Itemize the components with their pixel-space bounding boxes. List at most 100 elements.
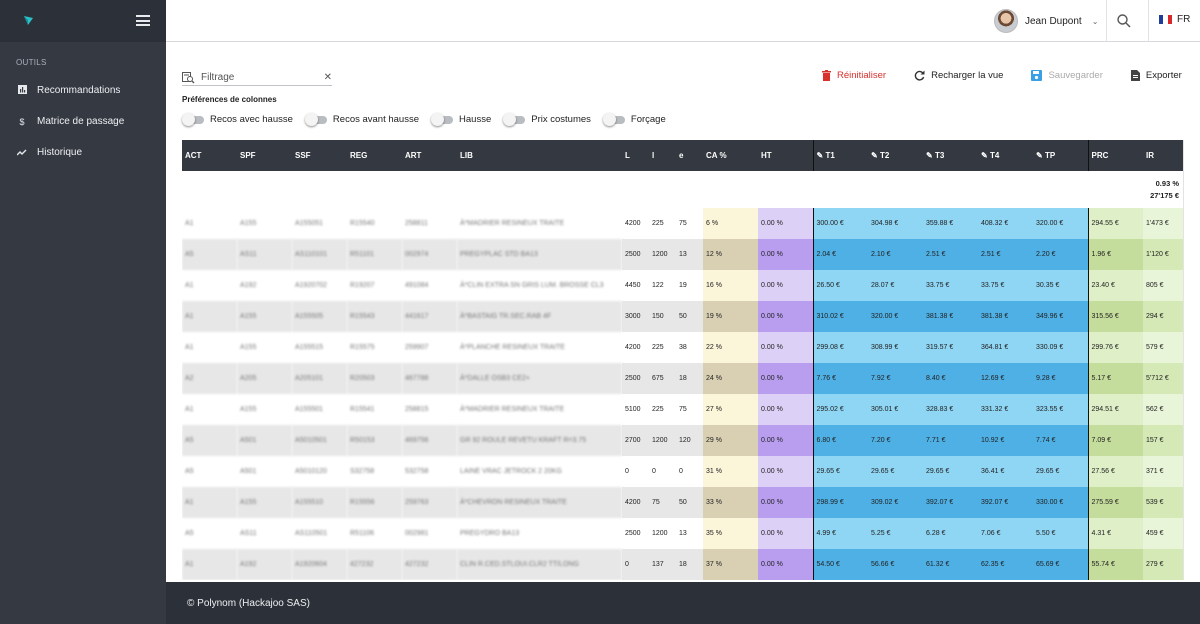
table-cell[interactable]: 4.99 € [812, 518, 868, 549]
table-cell[interactable]: 6.28 € [923, 518, 978, 549]
table-cell[interactable]: 330.00 € [1033, 487, 1088, 518]
table-cell[interactable]: 33.75 € [923, 270, 978, 301]
table-cell[interactable]: 320.00 € [1033, 208, 1088, 239]
table-row[interactable]: A1 A155 A155515 R15575 259907 À*PLANCHE RESIN… [182, 332, 1183, 363]
table-cell[interactable]: 319.57 € [923, 332, 978, 363]
toggle-switch[interactable] [503, 113, 527, 126]
column-header-t4[interactable]: ✎ T4 [978, 140, 1033, 171]
menu-toggle-icon[interactable] [136, 15, 150, 26]
column-header-e[interactable]: e [676, 140, 703, 171]
table-cell[interactable]: 29.65 € [1033, 456, 1088, 487]
column-header-prc[interactable]: PRC [1087, 140, 1143, 171]
logo-icon[interactable] [22, 14, 34, 26]
table-row[interactable]: A1 A192 A1920604 427232 427232 CLIN R.CED.STL… [182, 549, 1183, 580]
table-cell[interactable]: 7.74 € [1033, 425, 1088, 456]
table-cell[interactable]: 7.71 € [923, 425, 978, 456]
table-cell[interactable]: 331.32 € [978, 394, 1033, 425]
column-header-t2[interactable]: ✎ T2 [868, 140, 923, 171]
table-row[interactable]: A1 A155 A155051 R15540 258811 À*MADRIER RESIN… [182, 208, 1183, 239]
table-cell[interactable]: 10.92 € [978, 425, 1033, 456]
table-cell[interactable]: 359.88 € [923, 208, 978, 239]
column-header-ssf[interactable]: SSF [292, 140, 347, 171]
table-cell[interactable]: 5.50 € [1033, 518, 1088, 549]
column-header-ir[interactable]: IR [1143, 140, 1183, 171]
table-cell[interactable]: 12.69 € [978, 363, 1033, 394]
table-cell[interactable]: 305.01 € [868, 394, 923, 425]
table-cell[interactable]: 310.02 € [812, 301, 868, 332]
table-cell[interactable]: 323.55 € [1033, 394, 1088, 425]
save-button[interactable]: Sauvegarder [1031, 70, 1103, 81]
table-cell[interactable]: 309.02 € [868, 487, 923, 518]
table-row[interactable]: A1 A155 A155501 R15541 258815 À*MADRIER RESIN… [182, 394, 1183, 425]
toggle-switch[interactable] [431, 113, 455, 126]
toggle-prix-costumes[interactable]: Prix costumes [503, 113, 591, 126]
table-row[interactable]: A1 A155 A155505 R15543 441617 À*BASTAIG TR.SE… [182, 301, 1183, 332]
column-header-ca[interactable]: CA % [703, 140, 758, 171]
table-cell[interactable]: 29.65 € [923, 456, 978, 487]
table-cell[interactable]: 65.69 € [1033, 549, 1088, 580]
table-row[interactable]: A1 A155 A155510 R15556 259763 À*CHEVRON RESIN… [182, 487, 1183, 518]
table-cell[interactable]: 308.99 € [868, 332, 923, 363]
search-icon[interactable] [1116, 13, 1132, 29]
toggle-recos-avec-hausse[interactable]: Recos avec hausse [182, 113, 293, 126]
export-button[interactable]: Exporter [1130, 70, 1182, 81]
table-cell[interactable]: 328.83 € [923, 394, 978, 425]
table-row[interactable]: A1 A192 A1920702 R19207 491084 À*CLIN EXTRA S… [182, 270, 1183, 301]
table-cell[interactable]: 298.99 € [812, 487, 868, 518]
column-header-tp[interactable]: ✎ TP [1033, 140, 1088, 171]
reset-button[interactable]: Réinitialiser [822, 70, 886, 81]
table-cell[interactable]: 392.07 € [923, 487, 978, 518]
table-cell[interactable]: 8.40 € [923, 363, 978, 394]
table-row[interactable]: A5 AS11 AS110101 R51101 002974 PREGYPLAC STD … [182, 239, 1183, 270]
table-cell[interactable]: 304.98 € [868, 208, 923, 239]
column-header-l[interactable]: l [649, 140, 676, 171]
toggle-switch[interactable] [182, 113, 206, 126]
table-row[interactable]: A5 A501 A5010501 R50153 469756 GR 92 ROULE RE… [182, 425, 1183, 456]
table-cell[interactable]: 7.06 € [978, 518, 1033, 549]
sidebar-item-matrice[interactable]: $ Matrice de passage [0, 106, 166, 137]
toggle-forcage[interactable]: Forçage [602, 113, 666, 126]
table-row[interactable]: A5 A501 A5010120 S32758 532758 LAINE VRAC JET… [182, 456, 1183, 487]
toggle-switch[interactable] [304, 113, 329, 126]
table-row[interactable]: A2 A205 A205101 R20503 467788 À*DALLE OSB3 CE… [182, 363, 1183, 394]
table-row[interactable]: A5 AS11 AS110501 R51106 002981 PREGYDRO BA13 2… [182, 518, 1183, 549]
column-header-l[interactable]: L [622, 140, 649, 171]
table-cell[interactable]: 29.65 € [812, 456, 868, 487]
table-cell[interactable]: 2.51 € [923, 239, 978, 270]
table-cell[interactable]: 364.81 € [978, 332, 1033, 363]
table-cell[interactable]: 5.25 € [868, 518, 923, 549]
table-cell[interactable]: 30.35 € [1033, 270, 1088, 301]
sidebar-item-historique[interactable]: Historique [0, 137, 166, 168]
table-cell[interactable]: 9.28 € [1033, 363, 1088, 394]
toggle-hausse[interactable]: Hausse [431, 113, 491, 126]
table-cell[interactable]: 6.80 € [812, 425, 868, 456]
table-cell[interactable]: 381.38 € [923, 301, 978, 332]
close-icon[interactable]: ✕ [323, 72, 332, 83]
table-cell[interactable]: 7.76 € [812, 363, 868, 394]
table-cell[interactable]: 320.00 € [868, 301, 923, 332]
table-cell[interactable]: 29.65 € [868, 456, 923, 487]
table-cell[interactable]: 2.20 € [1033, 239, 1088, 270]
column-header-ht[interactable]: HT [758, 140, 813, 171]
table-cell[interactable]: 2.10 € [868, 239, 923, 270]
filter-input[interactable]: Filtrage ✕ [182, 70, 332, 86]
column-header-spf[interactable]: SPF [237, 140, 292, 171]
table-cell[interactable]: 7.20 € [868, 425, 923, 456]
column-header-art[interactable]: ART [402, 140, 457, 171]
table-cell[interactable]: 300.00 € [812, 208, 868, 239]
language-selector[interactable]: FR [1159, 14, 1190, 25]
reload-button[interactable]: Recharger la vue [914, 70, 1003, 81]
table-cell[interactable]: 295.02 € [812, 394, 868, 425]
table-cell[interactable]: 349.96 € [1033, 301, 1088, 332]
table-cell[interactable]: 392.07 € [978, 487, 1033, 518]
column-header-reg[interactable]: REG [347, 140, 402, 171]
user-menu[interactable]: Jean Dupont ⌄ [994, 8, 1098, 34]
table-cell[interactable]: 33.75 € [978, 270, 1033, 301]
column-header-lib[interactable]: LIB [457, 140, 622, 171]
table-cell[interactable]: 330.09 € [1033, 332, 1088, 363]
table-cell[interactable]: 408.32 € [978, 208, 1033, 239]
table-cell[interactable]: 2.04 € [812, 239, 868, 270]
table-cell[interactable]: 62.35 € [978, 549, 1033, 580]
table-cell[interactable]: 54.50 € [812, 549, 868, 580]
table-cell[interactable]: 28.07 € [868, 270, 923, 301]
